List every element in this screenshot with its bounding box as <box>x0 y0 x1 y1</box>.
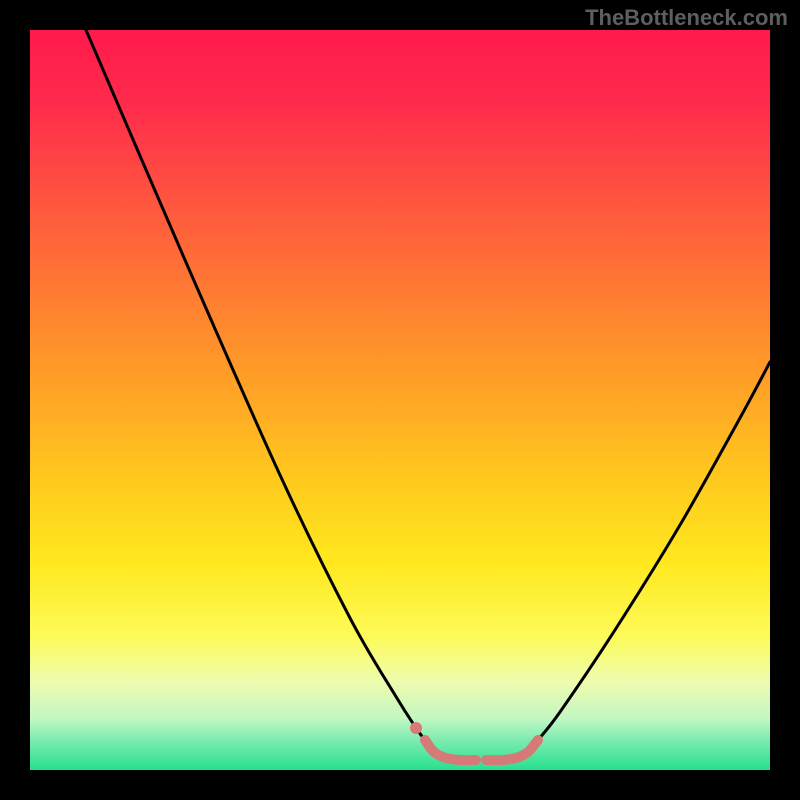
chart-background-gradient <box>30 30 770 770</box>
watermark-text: TheBottleneck.com <box>585 5 788 31</box>
chart-root: TheBottleneck.com <box>0 0 800 800</box>
